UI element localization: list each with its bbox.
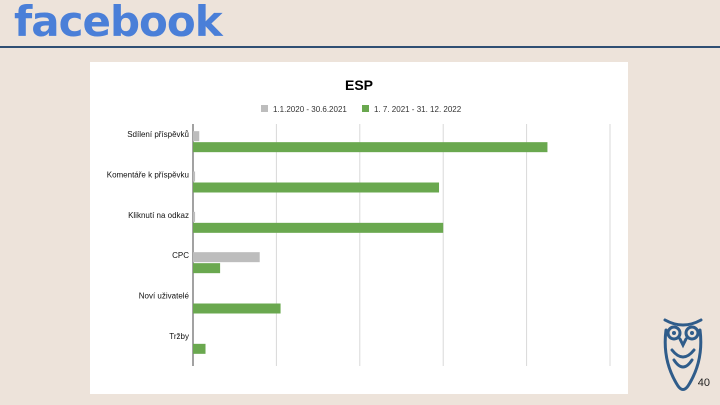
esp-bar-chart: ESP 1.1.2020 - 30.6.2021 1. 7. 2021 - 31.… xyxy=(107,77,611,366)
category-label: Tržby xyxy=(169,332,189,341)
chart-title: ESP xyxy=(345,77,373,93)
legend-label-1: 1.1.2020 - 30.6.2021 xyxy=(273,105,347,114)
chart-category-labels: Sdílení příspěvků Komentáře k příspěvku Kl… xyxy=(107,130,190,341)
bar-1-1 xyxy=(193,131,200,142)
bar-2-2 xyxy=(193,182,440,193)
category-label: Komentáře k příspěvku xyxy=(107,171,189,180)
bar-2-4 xyxy=(193,263,221,274)
legend-label-2: 1. 7. 2021 - 31. 12. 2022 xyxy=(374,105,462,114)
bar-2-1 xyxy=(193,142,548,153)
owl-logo-icon xyxy=(663,318,703,391)
chart-bars xyxy=(193,131,548,354)
facebook-logo: facebook xyxy=(14,0,223,46)
legend-swatch-2 xyxy=(362,105,369,112)
bar-2-6 xyxy=(193,343,206,354)
bar-2-3 xyxy=(193,222,444,233)
category-label: Sdílení příspěvků xyxy=(127,130,189,139)
bar-1-3 xyxy=(193,211,196,222)
bar-2-5 xyxy=(193,303,281,314)
chart-legend: 1.1.2020 - 30.6.2021 1. 7. 2021 - 31. 12.… xyxy=(261,105,462,114)
bar-1-2 xyxy=(193,171,196,182)
legend-swatch-1 xyxy=(261,105,268,112)
header-divider xyxy=(0,46,720,48)
chart-card: ESP 1.1.2020 - 30.6.2021 1. 7. 2021 - 31.… xyxy=(90,62,628,394)
category-label: CPC xyxy=(172,251,189,260)
chart-grid xyxy=(192,124,611,366)
page-number: 40 xyxy=(697,377,710,389)
bar-1-4 xyxy=(193,252,260,263)
category-label: Noví uživatelé xyxy=(139,292,190,301)
category-label: Kliknutí na odkaz xyxy=(128,211,189,220)
